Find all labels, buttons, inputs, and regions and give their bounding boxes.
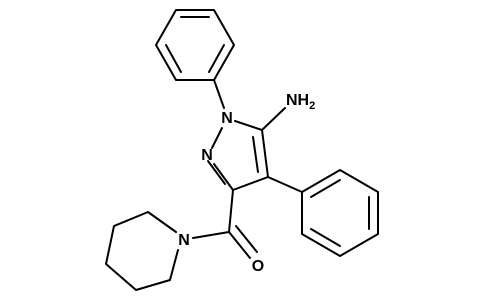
- atom-label: N: [201, 147, 213, 164]
- bond: [228, 231, 251, 259]
- phenyl-top: [155, 9, 235, 81]
- bond: [213, 79, 225, 109]
- bond: [267, 176, 303, 193]
- pyrazole-ring: [207, 120, 269, 191]
- bond: [235, 225, 258, 253]
- atom-subscript: 2: [309, 100, 315, 112]
- atom-label: NH2: [286, 92, 315, 112]
- piperidine-ring: [105, 211, 179, 291]
- atom-label: O: [252, 258, 264, 275]
- bond: [192, 231, 230, 239]
- bond: [228, 189, 234, 233]
- atom-label: NH: [286, 92, 309, 109]
- phenyl-right: [301, 169, 379, 257]
- atom-label: N: [221, 110, 233, 127]
- atom-label: N: [178, 232, 190, 249]
- bond: [261, 107, 286, 131]
